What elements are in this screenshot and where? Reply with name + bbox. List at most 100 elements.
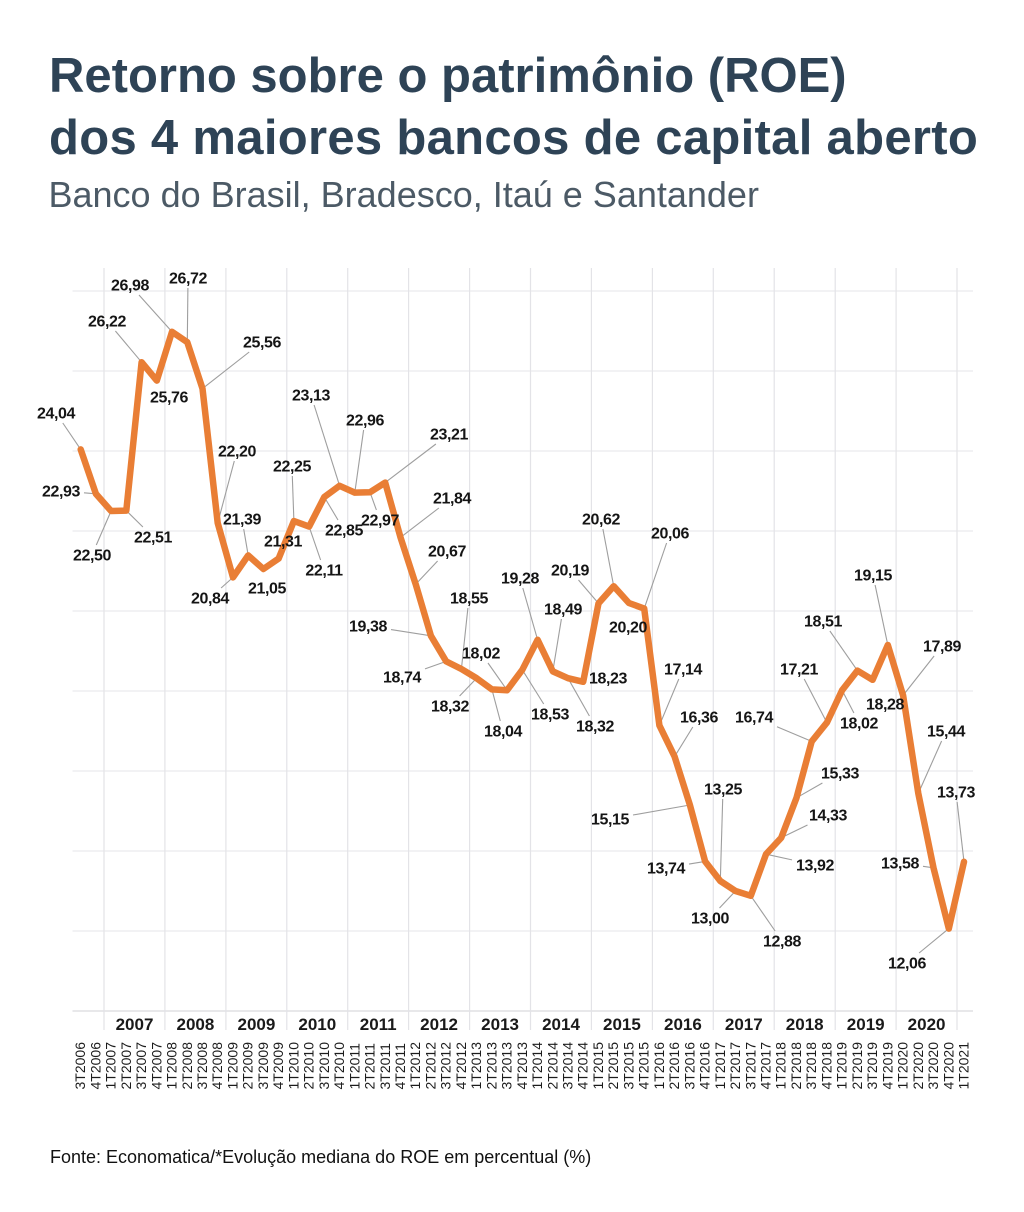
svg-text:18,04: 18,04 xyxy=(484,723,523,740)
svg-text:23,21: 23,21 xyxy=(430,426,469,443)
svg-text:15,15: 15,15 xyxy=(591,811,630,828)
svg-text:1T2015: 1T2015 xyxy=(590,1042,606,1090)
svg-text:3T2010: 3T2010 xyxy=(316,1042,332,1090)
svg-text:3T2015: 3T2015 xyxy=(620,1042,636,1090)
svg-text:18,49: 18,49 xyxy=(544,601,583,618)
svg-text:3T2016: 3T2016 xyxy=(681,1042,697,1090)
svg-text:1T2018: 1T2018 xyxy=(773,1042,789,1090)
svg-text:14,33: 14,33 xyxy=(809,807,848,824)
svg-text:13,74: 13,74 xyxy=(647,860,686,877)
svg-text:24,04: 24,04 xyxy=(37,405,76,422)
svg-text:3T2011: 3T2011 xyxy=(377,1043,393,1090)
svg-text:4T2012: 4T2012 xyxy=(453,1042,469,1090)
svg-text:2014: 2014 xyxy=(542,1015,580,1034)
svg-text:2017: 2017 xyxy=(725,1015,763,1034)
svg-text:2011: 2011 xyxy=(360,1015,397,1034)
svg-text:17,21: 17,21 xyxy=(780,661,819,678)
svg-text:20,62: 20,62 xyxy=(582,511,621,528)
svg-text:3T2007: 3T2007 xyxy=(133,1042,149,1090)
svg-text:25,56: 25,56 xyxy=(243,334,282,351)
svg-text:19,15: 19,15 xyxy=(854,567,893,584)
svg-text:20,19: 20,19 xyxy=(551,562,590,579)
svg-text:Fonte: Economatica/*Evolução m: Fonte: Economatica/*Evolução mediana do … xyxy=(50,1147,591,1167)
svg-text:2013: 2013 xyxy=(481,1015,519,1034)
svg-text:19,38: 19,38 xyxy=(349,618,388,635)
svg-text:4T2014: 4T2014 xyxy=(575,1042,591,1090)
svg-text:26,72: 26,72 xyxy=(169,270,208,287)
svg-text:2T2009: 2T2009 xyxy=(240,1042,256,1090)
svg-text:1T2011: 1T2011 xyxy=(346,1043,362,1090)
svg-text:1T2020: 1T2020 xyxy=(895,1042,911,1090)
svg-text:22,25: 22,25 xyxy=(273,458,312,475)
svg-text:22,85: 22,85 xyxy=(325,522,364,539)
svg-text:4T2013: 4T2013 xyxy=(514,1042,530,1090)
svg-text:3T2014: 3T2014 xyxy=(560,1042,576,1090)
svg-text:2008: 2008 xyxy=(176,1015,214,1034)
svg-text:1T2010: 1T2010 xyxy=(285,1042,301,1090)
svg-text:26,22: 26,22 xyxy=(88,313,127,330)
svg-text:18,51: 18,51 xyxy=(804,613,843,630)
svg-text:1T2009: 1T2009 xyxy=(225,1042,241,1090)
svg-text:3T2009: 3T2009 xyxy=(255,1042,271,1090)
svg-text:12,88: 12,88 xyxy=(763,933,802,950)
svg-text:Banco do Brasil, Bradesco, Ita: Banco do Brasil, Bradesco, Itaú e Santan… xyxy=(49,174,759,215)
svg-text:2T2019: 2T2019 xyxy=(849,1042,865,1090)
svg-text:18,74: 18,74 xyxy=(383,669,422,686)
svg-text:15,44: 15,44 xyxy=(927,723,966,740)
svg-text:1T2016: 1T2016 xyxy=(651,1042,667,1090)
svg-text:22,97: 22,97 xyxy=(361,512,400,529)
svg-text:17,89: 17,89 xyxy=(923,638,962,655)
svg-text:18,32: 18,32 xyxy=(431,698,470,715)
svg-text:2010: 2010 xyxy=(298,1015,336,1034)
svg-text:2T2013: 2T2013 xyxy=(483,1042,499,1090)
svg-text:1T2008: 1T2008 xyxy=(164,1042,180,1090)
svg-text:2012: 2012 xyxy=(420,1015,458,1034)
svg-text:4T2015: 4T2015 xyxy=(636,1042,652,1090)
svg-text:15,33: 15,33 xyxy=(821,765,860,782)
svg-text:dos 4 maiores bancos de capita: dos 4 maiores bancos de capital aberto xyxy=(49,111,978,165)
svg-text:3T2006: 3T2006 xyxy=(72,1042,88,1090)
svg-text:3T2017: 3T2017 xyxy=(742,1042,758,1090)
svg-text:22,11: 22,11 xyxy=(305,562,343,579)
svg-text:13,58: 13,58 xyxy=(881,855,920,872)
svg-text:2T2020: 2T2020 xyxy=(910,1042,926,1090)
svg-text:12,06: 12,06 xyxy=(888,955,927,972)
svg-text:13,92: 13,92 xyxy=(796,857,835,874)
svg-text:3T2012: 3T2012 xyxy=(438,1042,454,1090)
svg-text:18,53: 18,53 xyxy=(531,706,570,723)
svg-text:1T2017: 1T2017 xyxy=(712,1042,728,1090)
svg-text:13,25: 13,25 xyxy=(704,781,743,798)
svg-text:2T2018: 2T2018 xyxy=(788,1042,804,1090)
svg-text:22,96: 22,96 xyxy=(346,412,385,429)
svg-text:1T2007: 1T2007 xyxy=(103,1042,119,1090)
svg-text:18,23: 18,23 xyxy=(589,670,628,687)
svg-text:4T2017: 4T2017 xyxy=(758,1042,774,1090)
svg-text:25,76: 25,76 xyxy=(150,389,189,406)
svg-text:18,28: 18,28 xyxy=(866,696,905,713)
svg-text:13,00: 13,00 xyxy=(691,910,730,927)
svg-text:17,14: 17,14 xyxy=(664,661,703,678)
svg-text:4T2009: 4T2009 xyxy=(270,1042,286,1090)
svg-text:21,39: 21,39 xyxy=(223,511,262,528)
svg-text:4T2007: 4T2007 xyxy=(148,1042,164,1090)
svg-text:1T2012: 1T2012 xyxy=(407,1042,423,1090)
svg-text:16,36: 16,36 xyxy=(680,709,719,726)
svg-text:20,20: 20,20 xyxy=(609,619,648,636)
svg-text:2T2010: 2T2010 xyxy=(301,1042,317,1090)
svg-text:2016: 2016 xyxy=(664,1015,702,1034)
svg-text:1T2014: 1T2014 xyxy=(529,1042,545,1090)
svg-text:26,98: 26,98 xyxy=(111,277,150,294)
svg-text:2T2014: 2T2014 xyxy=(544,1042,560,1090)
svg-text:3T2008: 3T2008 xyxy=(194,1042,210,1090)
svg-text:4T2018: 4T2018 xyxy=(818,1042,834,1090)
svg-text:19,28: 19,28 xyxy=(501,570,540,587)
svg-text:4T2006: 4T2006 xyxy=(87,1042,103,1090)
svg-text:21,84: 21,84 xyxy=(433,490,472,507)
svg-text:2015: 2015 xyxy=(603,1015,641,1034)
svg-text:2T2017: 2T2017 xyxy=(727,1042,743,1090)
svg-text:3T2013: 3T2013 xyxy=(499,1042,515,1090)
svg-text:1T2019: 1T2019 xyxy=(834,1042,850,1090)
svg-text:2018: 2018 xyxy=(786,1015,824,1034)
svg-text:22,50: 22,50 xyxy=(73,547,112,564)
svg-text:22,51: 22,51 xyxy=(134,529,173,546)
